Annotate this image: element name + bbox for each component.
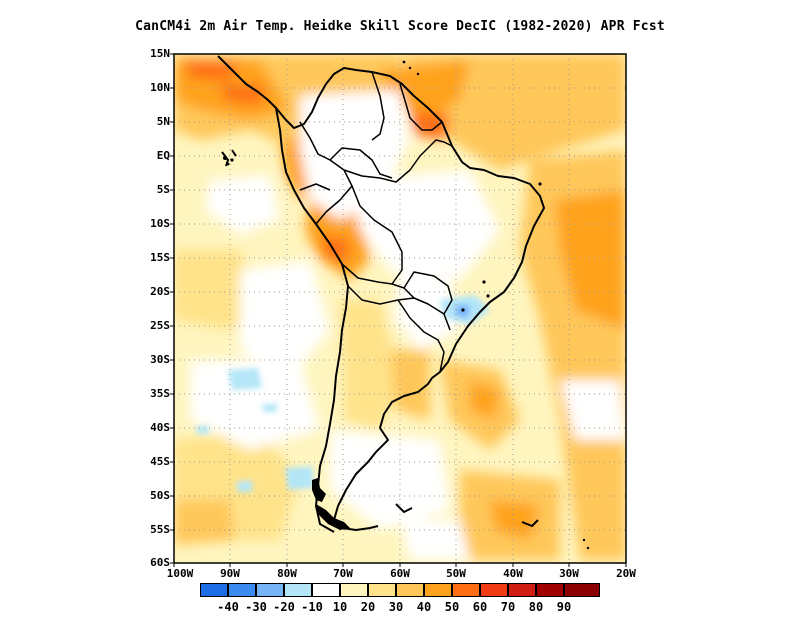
colorbar-label: 60 <box>472 600 488 614</box>
lon-label: 40W <box>503 567 523 580</box>
colorbar-label: 10 <box>332 600 348 614</box>
colorbar-swatch <box>256 583 284 597</box>
colorbar-label: 20 <box>360 600 376 614</box>
colorbar-swatch <box>368 583 396 597</box>
colorbar-label: 50 <box>444 600 460 614</box>
lon-label: 30W <box>559 567 579 580</box>
colorbar-swatch <box>284 583 312 597</box>
islands <box>223 60 590 550</box>
colorbar-label: -10 <box>301 600 323 614</box>
graticule <box>174 54 626 563</box>
colorbar-swatch <box>200 583 228 597</box>
lat-label: 25S <box>150 319 170 332</box>
lon-label: 20W <box>616 567 636 580</box>
lat-label: 5N <box>156 115 170 128</box>
lat-label: 5S <box>156 183 170 196</box>
lon-label: 100W <box>166 567 194 580</box>
colorbar-swatch <box>340 583 368 597</box>
colorbar-label: 70 <box>500 600 516 614</box>
colorbar-swatch <box>312 583 340 597</box>
lat-label: 15S <box>150 251 170 264</box>
map-title: CanCM4i 2m Air Temp. Heidke Skill Score … <box>135 19 665 34</box>
negative-skill-patches <box>196 295 490 492</box>
colorbar-label: 40 <box>416 600 432 614</box>
lat-label: 15N <box>150 47 170 60</box>
lat-label: 45S <box>150 455 170 468</box>
lon-label: 70W <box>333 567 353 580</box>
colorbar-label: 80 <box>528 600 544 614</box>
colorbar-swatch <box>508 583 536 597</box>
colorbar-swatch <box>424 583 452 597</box>
lat-label: 60S <box>150 556 170 569</box>
lat-label: 10N <box>150 81 170 94</box>
lon-label: 50W <box>446 567 466 580</box>
lon-label: 90W <box>220 567 240 580</box>
colorbar-label: -30 <box>245 600 267 614</box>
colorbar-swatch <box>564 583 600 597</box>
colorbar-swatch <box>396 583 424 597</box>
coastline <box>217 55 545 533</box>
colorbar-swatch <box>536 583 564 597</box>
colorbar-swatch <box>480 583 508 597</box>
lat-label: 20S <box>150 285 170 298</box>
colorbar-label: 90 <box>556 600 572 614</box>
country-borders <box>299 71 453 373</box>
lat-label: 55S <box>150 523 170 536</box>
lat-label: 30S <box>150 353 170 366</box>
lat-label: 40S <box>150 421 170 434</box>
colorbar-label: -20 <box>273 600 295 614</box>
colorbar-label: 30 <box>388 600 404 614</box>
colorbar-label: -40 <box>217 600 239 614</box>
lat-label: 50S <box>150 489 170 502</box>
lat-label: 35S <box>150 387 170 400</box>
lon-label: 60W <box>390 567 410 580</box>
skill-shading <box>174 54 626 560</box>
lat-label: EQ <box>156 149 170 162</box>
lat-label: 10S <box>150 217 170 230</box>
lon-label: 80W <box>277 567 297 580</box>
colorbar-swatch <box>228 583 256 597</box>
colorbar-swatch <box>452 583 480 597</box>
tick-marks <box>170 53 627 567</box>
